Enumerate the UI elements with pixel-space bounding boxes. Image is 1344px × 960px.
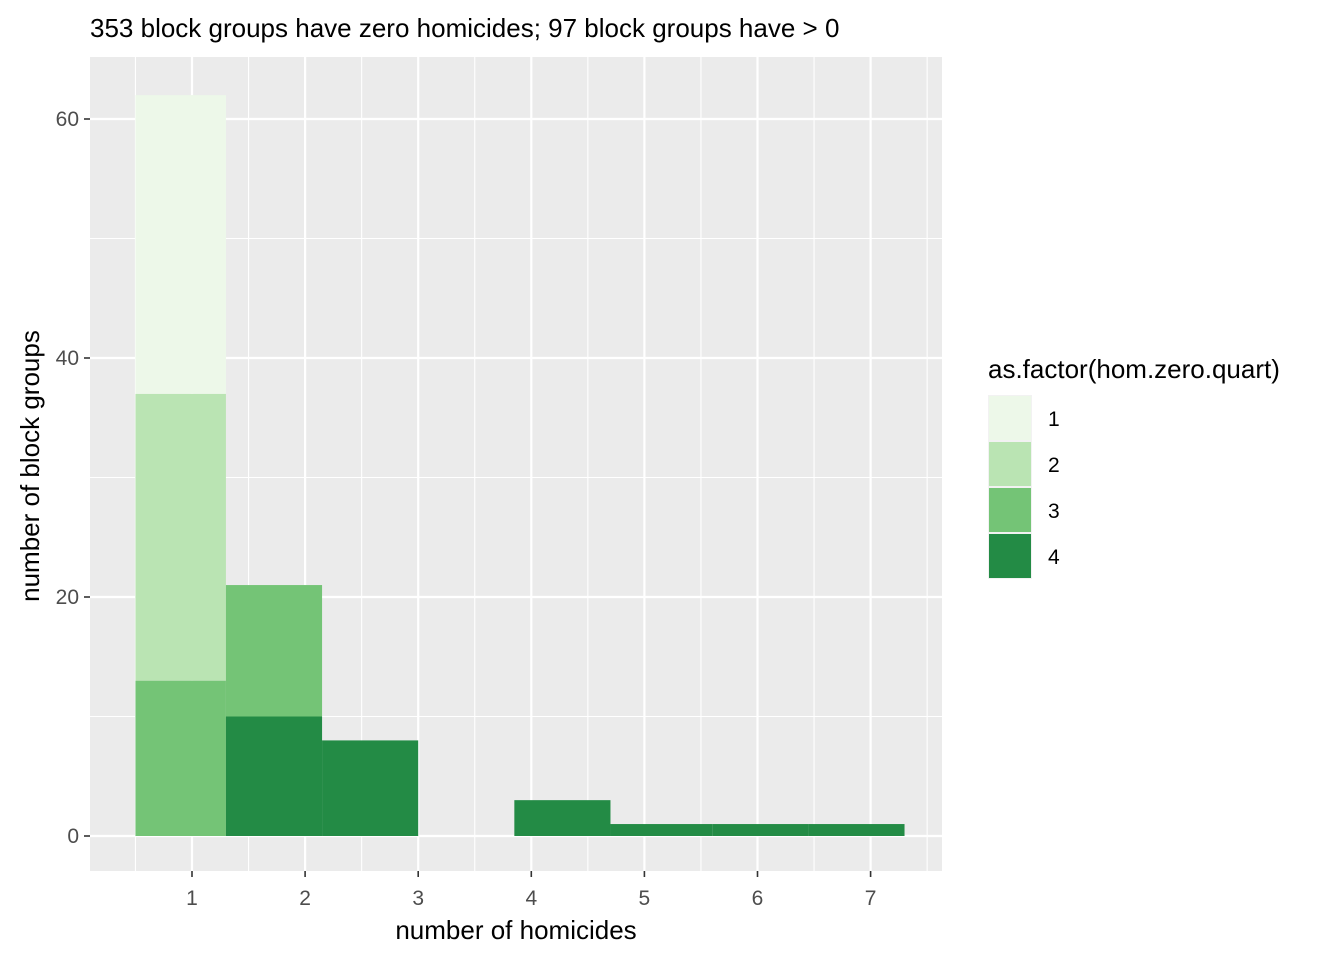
y-tick-label: 20 xyxy=(56,586,79,609)
bar-segment xyxy=(135,95,226,394)
legend-key-swatch xyxy=(989,488,1031,532)
x-tick-label: 2 xyxy=(299,887,311,910)
bar-segment xyxy=(322,740,419,836)
legend-label: 1 xyxy=(1048,408,1060,431)
legend-key-swatch xyxy=(989,396,1031,440)
x-tick-label: 6 xyxy=(752,887,764,910)
x-tick-label: 7 xyxy=(865,887,877,910)
bar-segment xyxy=(712,824,809,836)
grid-minor xyxy=(90,57,942,871)
legend-key-swatch xyxy=(989,534,1031,578)
y-axis-title: number of block groups xyxy=(15,330,45,602)
y-tick-label: 60 xyxy=(56,108,79,131)
bar-segment xyxy=(514,800,611,836)
x-tick-label: 1 xyxy=(186,887,198,910)
bar-segment xyxy=(610,824,713,836)
legend: as.factor(hom.zero.quart) 1 2 3 4 xyxy=(988,354,1280,579)
bar-segment xyxy=(135,680,226,836)
bar-segment xyxy=(808,824,905,836)
bar-segment xyxy=(225,585,323,717)
x-tick-label: 4 xyxy=(525,887,537,910)
x-tick-label: 5 xyxy=(639,887,651,910)
axes: 0 20 40 60 1 2 3 4 5 6 7 xyxy=(56,108,877,910)
x-axis-title: number of homicides xyxy=(395,915,636,945)
bars xyxy=(135,95,905,836)
chart-title: 353 block groups have zero homicides; 97… xyxy=(90,13,839,43)
legend-title: as.factor(hom.zero.quart) xyxy=(988,354,1280,384)
legend-key-swatch xyxy=(989,442,1031,486)
legend-label: 3 xyxy=(1048,500,1060,523)
bar-segment xyxy=(135,393,226,681)
y-tick-label: 0 xyxy=(67,825,79,848)
y-tick-label: 40 xyxy=(56,347,79,370)
bar-segment xyxy=(225,716,323,836)
legend-label: 2 xyxy=(1048,454,1060,477)
legend-label: 4 xyxy=(1048,546,1060,569)
x-tick-label: 3 xyxy=(412,887,424,910)
